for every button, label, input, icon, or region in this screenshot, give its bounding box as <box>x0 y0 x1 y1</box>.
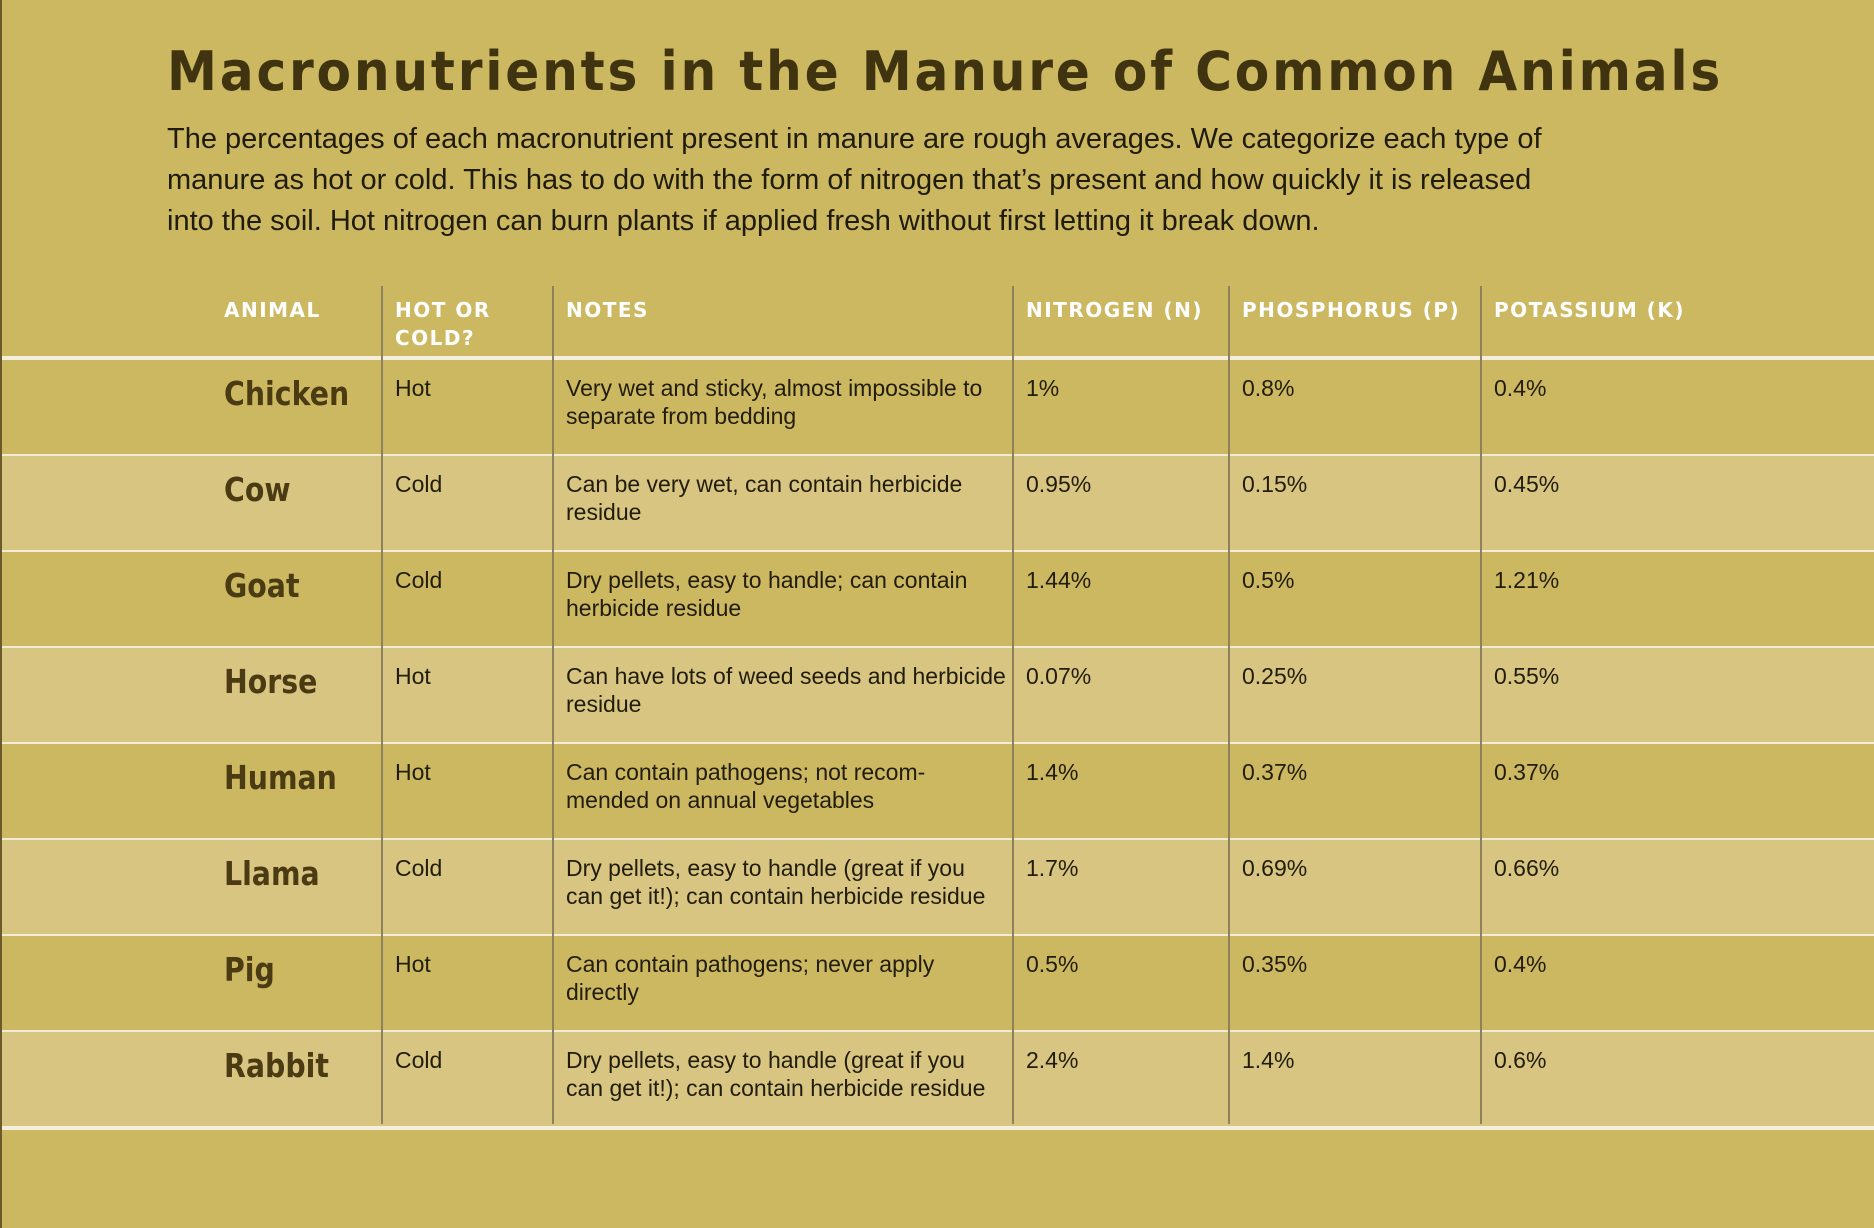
notes-line: Very wet and sticky, almost impossible t… <box>566 375 983 401</box>
column-divider <box>1012 286 1014 1124</box>
intro-line: The percentages of each macronutrient pr… <box>167 123 1542 155</box>
nitrogen-value: 1.44% <box>1026 567 1092 593</box>
page-title: Macronutrients in the Manure of Common A… <box>167 40 1724 103</box>
notes-line: separate from bedding <box>566 403 797 429</box>
notes-line: can get it!); can contain herbicide resi… <box>566 883 986 909</box>
hot-or-cold-value: Hot <box>395 663 431 689</box>
animal-name: Chicken <box>224 374 350 413</box>
column-divider <box>1228 286 1230 1124</box>
notes-line: Can have lots of weed seeds and herbicid… <box>566 663 1006 689</box>
potassium-value: 0.6% <box>1494 1047 1547 1073</box>
header-animal: ANIMAL <box>224 298 321 322</box>
notes-line: Can contain pathogens; not recom- <box>566 759 926 785</box>
potassium-value: 0.66% <box>1494 855 1560 881</box>
table-header-row: ANIMAL HOT OR COLD? NOTES NITROGEN (N) P… <box>2 286 1874 360</box>
phosphorus-value: 1.4% <box>1242 1047 1295 1073</box>
column-divider <box>1480 286 1482 1124</box>
notes-cell: Dry pellets, easy to handle; can contain… <box>566 566 967 622</box>
notes-line: Can contain pathogens; never apply <box>566 951 935 977</box>
potassium-value: 0.45% <box>1494 471 1560 497</box>
header-hot-or-cold-line: COLD? <box>395 326 476 350</box>
header-phosphorus: PHOSPHORUS (P) <box>1242 298 1461 322</box>
nitrogen-value: 0.07% <box>1026 663 1092 689</box>
notes-cell: Can contain pathogens; not recom- mended… <box>566 758 925 814</box>
table-row: Horse Hot Can have lots of weed seeds an… <box>2 648 1874 744</box>
table-row: Llama Cold Dry pellets, easy to handle (… <box>2 840 1874 936</box>
potassium-value: 1.21% <box>1494 567 1560 593</box>
notes-cell: Can have lots of weed seeds and herbicid… <box>566 662 1006 718</box>
animal-name: Llama <box>224 854 320 893</box>
nitrogen-value: 1.7% <box>1026 855 1079 881</box>
potassium-value: 0.37% <box>1494 759 1560 785</box>
header-notes: NOTES <box>566 298 649 322</box>
table-row: Rabbit Cold Dry pellets, easy to handle … <box>2 1032 1874 1130</box>
nitrogen-value: 0.95% <box>1026 471 1092 497</box>
manure-table: ANIMAL HOT OR COLD? NOTES NITROGEN (N) P… <box>2 286 1874 1130</box>
notes-line: residue <box>566 691 642 717</box>
nitrogen-value: 0.5% <box>1026 951 1079 977</box>
table-row: Goat Cold Dry pellets, easy to handle; c… <box>2 552 1874 648</box>
column-divider <box>552 286 554 1124</box>
intro-line: manure as hot or cold. This has to do wi… <box>167 164 1532 196</box>
header-hot-or-cold: HOT OR COLD? <box>395 296 491 352</box>
phosphorus-value: 0.15% <box>1242 471 1308 497</box>
notes-cell: Dry pellets, easy to handle (great if yo… <box>566 1046 985 1102</box>
table-body: Chicken Hot Very wet and sticky, almost … <box>2 360 1874 1130</box>
phosphorus-value: 0.5% <box>1242 567 1295 593</box>
notes-cell: Can contain pathogens; never apply direc… <box>566 950 934 1006</box>
intro-paragraph: The percentages of each macronutrient pr… <box>167 119 1667 242</box>
notes-line: Can be very wet, can contain herbicide <box>566 471 963 497</box>
intro-line: into the soil. Hot nitrogen can burn pla… <box>167 205 1320 237</box>
nitrogen-value: 1% <box>1026 375 1060 401</box>
hot-or-cold-value: Hot <box>395 759 431 785</box>
animal-name: Human <box>224 758 337 797</box>
header-nitrogen: NITROGEN (N) <box>1026 298 1204 322</box>
nitrogen-value: 2.4% <box>1026 1047 1079 1073</box>
phosphorus-value: 0.37% <box>1242 759 1308 785</box>
header-divider <box>2 356 1874 360</box>
phosphorus-value: 0.25% <box>1242 663 1308 689</box>
animal-name: Horse <box>224 662 318 701</box>
notes-cell: Dry pellets, easy to handle (great if yo… <box>566 854 985 910</box>
animal-name: Rabbit <box>224 1046 329 1085</box>
table-row: Cow Cold Can be very wet, can contain he… <box>2 456 1874 552</box>
hot-or-cold-value: Cold <box>395 855 443 881</box>
table-row: Chicken Hot Very wet and sticky, almost … <box>2 360 1874 456</box>
animal-name: Cow <box>224 470 291 509</box>
phosphorus-value: 0.35% <box>1242 951 1308 977</box>
page-edge <box>0 0 2 1228</box>
nitrogen-value: 1.4% <box>1026 759 1079 785</box>
hot-or-cold-value: Cold <box>395 471 443 497</box>
notes-cell: Very wet and sticky, almost impossible t… <box>566 374 982 430</box>
notes-line: herbicide residue <box>566 595 742 621</box>
notes-cell: Can be very wet, can contain herbicide r… <box>566 470 962 526</box>
potassium-value: 0.55% <box>1494 663 1560 689</box>
notes-line: Dry pellets, easy to handle; can contain <box>566 567 968 593</box>
header-hot-or-cold-line: HOT OR <box>395 298 491 322</box>
table-row: Human Hot Can contain pathogens; not rec… <box>2 744 1874 840</box>
hot-or-cold-value: Hot <box>395 951 431 977</box>
notes-line: Dry pellets, easy to handle (great if yo… <box>566 855 965 881</box>
notes-line: residue <box>566 499 642 525</box>
table-row: Pig Hot Can contain pathogens; never app… <box>2 936 1874 1032</box>
phosphorus-value: 0.8% <box>1242 375 1295 401</box>
header-potassium: POTASSIUM (K) <box>1494 298 1685 322</box>
notes-line: can get it!); can contain herbicide resi… <box>566 1075 986 1101</box>
animal-name: Goat <box>224 566 300 605</box>
column-divider <box>381 286 383 1124</box>
potassium-value: 0.4% <box>1494 951 1547 977</box>
notes-line: mended on annual vegetables <box>566 787 875 813</box>
notes-line: directly <box>566 979 639 1005</box>
potassium-value: 0.4% <box>1494 375 1547 401</box>
hot-or-cold-value: Hot <box>395 375 431 401</box>
hot-or-cold-value: Cold <box>395 1047 443 1073</box>
hot-or-cold-value: Cold <box>395 567 443 593</box>
phosphorus-value: 0.69% <box>1242 855 1308 881</box>
animal-name: Pig <box>224 950 275 989</box>
notes-line: Dry pellets, easy to handle (great if yo… <box>566 1047 965 1073</box>
